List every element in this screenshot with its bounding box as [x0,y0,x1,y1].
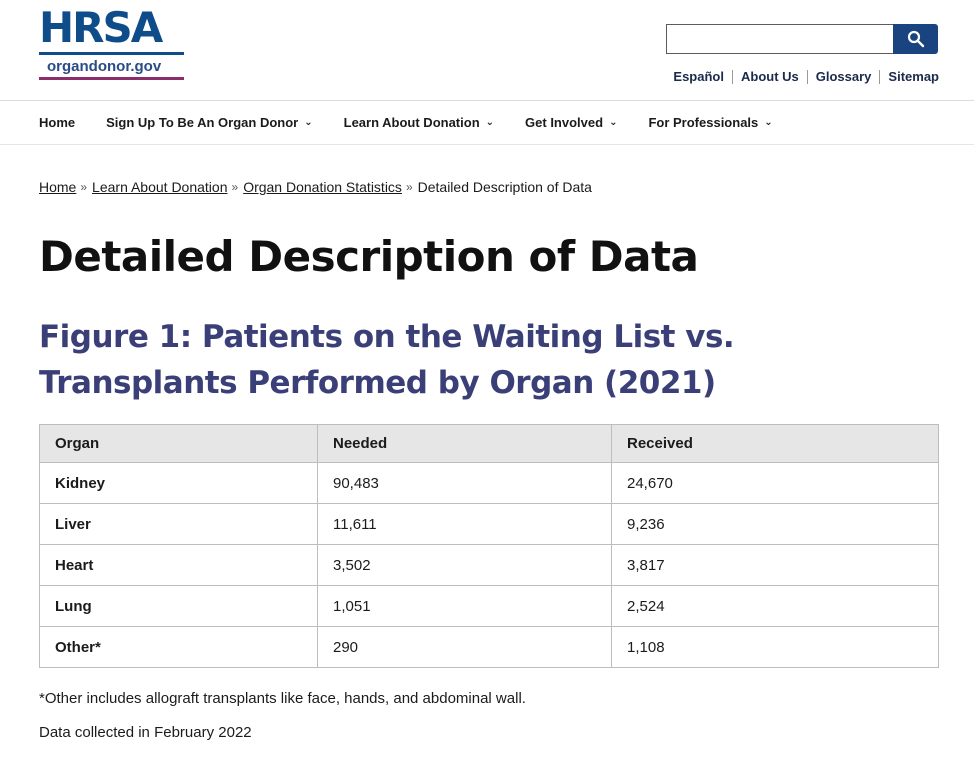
chevron-down-icon: ⌄ [304,117,313,128]
nav-item-home[interactable]: Home [39,115,75,130]
table-row: Other* 290 1,108 [39,626,939,668]
column-header-organ: Organ [39,424,318,463]
logo-site-name: organdonor.gov [47,58,162,75]
nav-item-label: Sign Up To Be An Organ Donor [106,115,299,130]
site-header: HRSA organdonor.gov Español About Us Glo… [0,0,974,101]
organ-cell: Lung [39,585,318,627]
organ-cell: Other* [39,626,318,668]
utility-link-espanol[interactable]: Español [673,69,724,84]
search-form [666,24,938,54]
needed-cell: 290 [317,626,612,668]
column-header-needed: Needed [317,424,612,463]
utility-link-about[interactable]: About Us [740,69,799,84]
logo-wordmark: HRSA [39,3,163,52]
footnote: *Other includes allograft transplants li… [39,690,526,707]
nav-item-sign-up[interactable]: Sign Up To Be An Organ Donor ⌄ [106,115,313,130]
utility-link-glossary[interactable]: Glossary [815,69,872,84]
data-table: Organ Needed Received Kidney 90,483 24,6… [39,424,939,668]
nav-item-for-professionals[interactable]: For Professionals ⌄ [648,115,772,130]
main-content: Home » Learn About Donation » Organ Dona… [0,179,974,741]
breadcrumb-link-learn-about-donation[interactable]: Learn About Donation [92,179,228,195]
search-input[interactable] [666,24,893,54]
chevron-down-icon: ⌄ [609,117,618,128]
logo-rule-accent [39,77,184,80]
utility-links: Español About Us Glossary Sitemap [673,69,939,84]
needed-cell: 11,611 [317,503,612,545]
breadcrumb-link-statistics[interactable]: Organ Donation Statistics [243,179,402,195]
breadcrumb-separator: » [80,180,88,194]
column-header-received: Received [611,424,939,463]
nav-item-get-involved[interactable]: Get Involved ⌄ [525,115,617,130]
nav-item-label: Learn About Donation [343,115,480,130]
table-row: Lung 1,051 2,524 [39,585,939,627]
divider [806,70,808,84]
hrsa-logo[interactable]: HRSA organdonor.gov [39,3,184,80]
figure-title: Figure 1: Patients on the Waiting List v… [39,319,735,401]
table-row: Heart 3,502 3,817 [39,544,939,586]
logo-rule [39,52,184,55]
chevron-down-icon: ⌄ [764,117,773,128]
breadcrumb-link-home[interactable]: Home [39,179,77,195]
utility-link-sitemap[interactable]: Sitemap [888,69,939,84]
needed-cell: 90,483 [317,462,612,504]
nav-item-label: For Professionals [648,115,759,130]
main-nav: Home Sign Up To Be An Organ Donor ⌄ Lear… [0,101,974,145]
nav-item-label: Get Involved [525,115,604,130]
search-icon [907,30,924,48]
received-cell: 1,108 [611,626,939,668]
received-cell: 3,817 [611,544,939,586]
needed-cell: 1,051 [317,585,612,627]
nav-item-label: Home [39,115,76,130]
breadcrumb-separator: » [405,180,413,194]
divider [879,70,881,84]
received-cell: 9,236 [611,503,939,545]
organ-cell: Heart [39,544,318,586]
needed-cell: 3,502 [317,544,612,586]
breadcrumb-current: Detailed Description of Data [417,179,592,195]
table-header-row: Organ Needed Received [39,424,939,463]
table-row: Kidney 90,483 24,670 [39,462,939,504]
breadcrumb-separator: » [231,180,239,194]
nav-item-learn-about-donation[interactable]: Learn About Donation ⌄ [344,115,494,130]
received-cell: 2,524 [611,585,939,627]
page-title: Detailed Description of Data [39,232,699,281]
search-button[interactable] [893,24,938,54]
table-row: Liver 11,611 9,236 [39,503,939,545]
chevron-down-icon: ⌄ [485,117,495,128]
received-cell: 24,670 [611,462,939,504]
data-collected-note: Data collected in February 2022 [39,724,252,741]
organ-cell: Liver [39,503,318,545]
divider [731,70,733,84]
breadcrumb: Home » Learn About Donation » Organ Dona… [39,179,974,195]
organ-cell: Kidney [39,462,318,504]
